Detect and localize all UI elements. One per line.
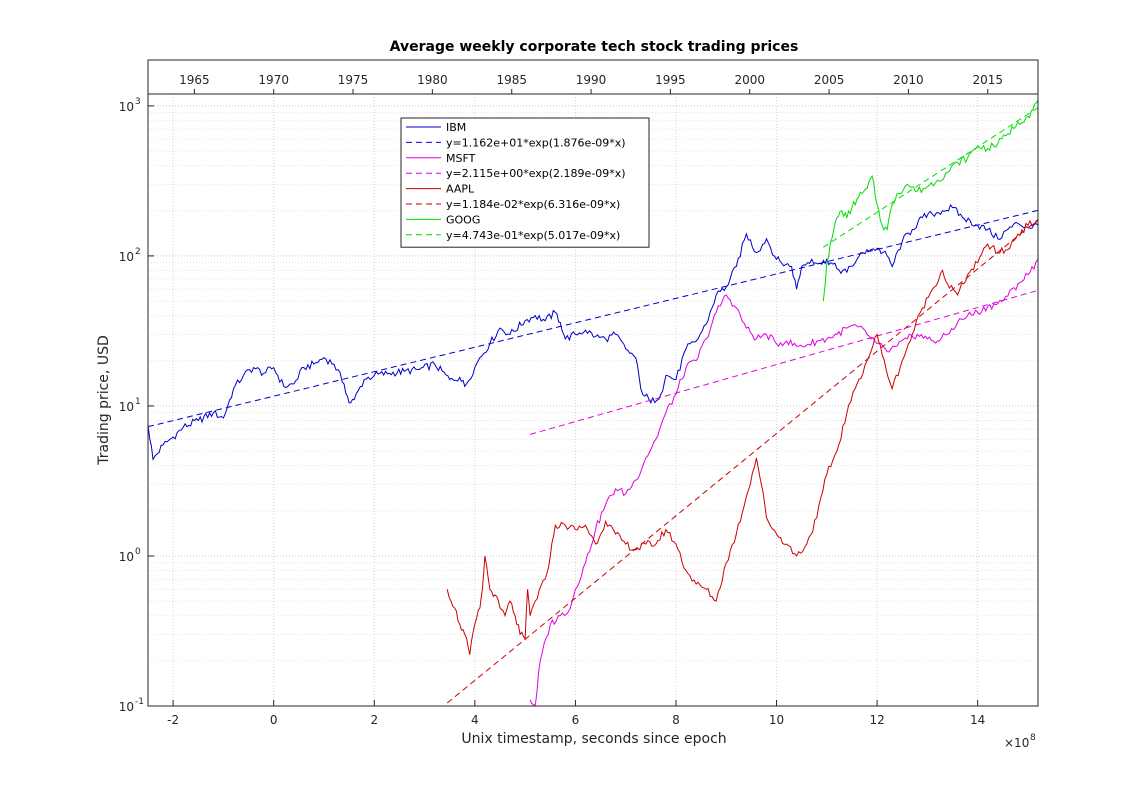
top-year-label: 2015 xyxy=(972,73,1003,87)
series-goog xyxy=(822,99,1038,302)
y-tick-label-base: 10 xyxy=(119,400,134,414)
y-tick-label-base: 10 xyxy=(119,100,134,114)
legend-entry-label: MSFT xyxy=(446,152,476,165)
x-exponent-power: 8 xyxy=(1030,733,1036,743)
x-tick-label: 4 xyxy=(471,713,479,727)
series-ibm xyxy=(148,203,1038,461)
y-tick-label-exponent: 1 xyxy=(135,397,141,407)
x-tick-label: 2 xyxy=(370,713,378,727)
x-tick-label: 6 xyxy=(572,713,580,727)
x-tick-label: -2 xyxy=(167,713,179,727)
legend-box xyxy=(400,117,650,248)
legend-entry-label: y=1.184e-02*exp(6.316e-09*x) xyxy=(446,198,620,211)
fit-line xyxy=(823,107,1038,248)
legend-entry-label: AAPL xyxy=(446,183,475,196)
y-tick-label-exponent: 3 xyxy=(135,97,141,107)
x-tick-label: 8 xyxy=(672,713,680,727)
series-aapl xyxy=(446,219,1038,655)
top-year-label: 1965 xyxy=(179,73,210,87)
y-tick-label-exponent: 2 xyxy=(135,247,141,257)
fit-line xyxy=(148,209,1038,428)
y-tick-label-base: 10 xyxy=(119,550,134,564)
top-year-label: 2010 xyxy=(893,73,924,87)
series-layer xyxy=(148,99,1038,706)
x-tick-label: 0 xyxy=(270,713,278,727)
top-year-label: 1970 xyxy=(258,73,289,87)
x-tick-label: 12 xyxy=(869,713,884,727)
top-year-label: 1985 xyxy=(496,73,527,87)
series-y-1-162e-01-exp-1-876e-09-x- xyxy=(148,209,1038,428)
data-line xyxy=(822,99,1038,302)
x-axis-exponent: ×10 8 xyxy=(1004,733,1036,750)
series-msft xyxy=(529,258,1038,706)
x-tick-label: 10 xyxy=(769,713,784,727)
y-tick-label-base: 10 xyxy=(119,250,134,264)
chart-title: Average weekly corporate tech stock trad… xyxy=(390,39,799,55)
top-year-label: 1975 xyxy=(338,73,369,87)
y-tick-label-exponent: 0 xyxy=(135,547,141,557)
fit-line xyxy=(529,289,1038,435)
fit-line xyxy=(446,219,1038,704)
x-tick-label: 14 xyxy=(970,713,985,727)
series-y-1-184e-02-exp-6-316e-09-x- xyxy=(446,219,1038,704)
top-year-label: 1995 xyxy=(655,73,686,87)
legend-entry-label: y=2.115e+00*exp(2.189e-09*x) xyxy=(446,167,626,180)
data-line xyxy=(148,203,1038,461)
legend-entry-label: GOOG xyxy=(446,213,480,226)
y-tick-label-exponent: -1 xyxy=(135,697,144,707)
top-year-label: 1990 xyxy=(576,73,607,87)
legend-entry-label: IBM xyxy=(446,121,466,134)
series-y-2-115e-00-exp-2-189e-09-x- xyxy=(529,289,1038,435)
x-exponent-base: ×10 xyxy=(1004,736,1029,750)
legend-entry-label: y=1.162e+01*exp(1.876e-09*x) xyxy=(446,136,626,149)
data-line xyxy=(529,258,1038,706)
x-axis-label: Unix timestamp, seconds since epoch xyxy=(461,731,726,747)
top-year-label: 2000 xyxy=(734,73,765,87)
legend: IBM y=1.162e+01*exp(1.876e-09*x) MSFT y=2.1… xyxy=(400,117,650,248)
data-line xyxy=(446,219,1038,655)
series-y-4-743e-01-exp-5-017e-09-x- xyxy=(823,107,1038,248)
y-axis-label: Trading price, USD xyxy=(96,335,112,465)
top-year-label: 1980 xyxy=(417,73,448,87)
top-year-label: 2005 xyxy=(814,73,845,87)
y-tick-label-base: 10 xyxy=(119,700,134,714)
legend-entry-label: y=4.743e-01*exp(5.017e-09*x) xyxy=(446,229,620,242)
plot-area-frame xyxy=(147,93,1039,707)
